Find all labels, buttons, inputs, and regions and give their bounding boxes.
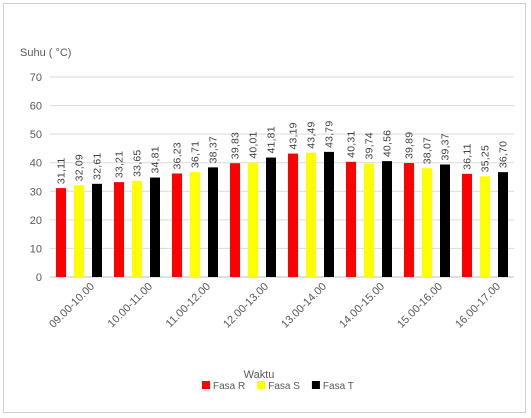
data-label: 43,49 — [306, 121, 318, 148]
bar-fasa-s — [480, 176, 490, 277]
y-tick-label: 70 — [30, 72, 42, 84]
y-tick-label: 30 — [30, 186, 42, 198]
data-label: 40,01 — [248, 131, 260, 158]
data-label: 32,61 — [92, 153, 104, 180]
data-label: 33,21 — [114, 151, 126, 178]
bar-fasa-s — [364, 163, 374, 277]
bar-fasa-s — [248, 162, 258, 277]
data-label: 41,81 — [266, 126, 278, 153]
data-label: 40,31 — [346, 131, 358, 158]
bar-fasa-t — [150, 177, 160, 277]
bar-fasa-t — [266, 157, 276, 277]
data-label: 39,74 — [364, 132, 376, 159]
y-axis-title: Suhu ( °C) — [20, 47, 71, 59]
legend-swatch — [257, 381, 266, 389]
x-tick-label: 10.00-11.00 — [106, 281, 155, 330]
bar-fasa-s — [306, 152, 316, 277]
y-tick-label: 60 — [30, 101, 42, 113]
data-label: 38,37 — [208, 136, 220, 163]
chart-frame: 0 10 20 30 40 50 60 70 31,11 32,09 32,61 33,21 33,6… — [3, 3, 526, 413]
data-labels: 31,11 32,09 32,61 33,21 33,65 34,81 36,23 36,71… — [56, 121, 510, 185]
data-label: 36,71 — [190, 141, 202, 168]
bar-fasa-t — [324, 151, 334, 277]
y-tick-label: 10 — [30, 243, 42, 255]
data-label: 31,11 — [56, 158, 68, 185]
x-tick-label: 11.00-12.00 — [164, 281, 213, 330]
y-tick-label: 0 — [36, 272, 42, 284]
data-label: 39,89 — [404, 132, 416, 159]
bar-fasa-s — [74, 185, 84, 277]
bar-fasa-s — [422, 168, 432, 277]
x-tick-label: 16.00-17.00 — [453, 281, 503, 331]
data-label: 32,09 — [74, 154, 86, 181]
data-label: 43,79 — [324, 121, 336, 148]
bar-fasa-r — [462, 173, 472, 277]
gridlines — [50, 76, 514, 278]
data-label: 43,19 — [288, 122, 300, 149]
bar-fasa-s — [132, 180, 142, 277]
bar-fasa-r — [288, 153, 298, 277]
data-label: 34,81 — [150, 146, 162, 173]
bar-fasa-r — [404, 163, 414, 277]
x-tick-label: 12.00-13.00 — [221, 281, 271, 331]
data-label: 39,37 — [440, 133, 452, 160]
x-tick-label: 13.00-14.00 — [279, 281, 329, 331]
legend-label: Fasa T — [323, 381, 354, 392]
bar-fasa-s — [190, 172, 200, 277]
bar-fasa-r — [56, 188, 66, 277]
bar-fasa-r — [114, 182, 124, 277]
legend-label: Fasa R — [213, 381, 245, 392]
legend: Fasa R Fasa S Fasa T — [202, 381, 354, 392]
x-axis-ticks: 09.00-10.00 10.00-11.00 11.00-12.00 12.00-1… — [47, 281, 503, 331]
x-tick-label: 09.00-10.00 — [47, 281, 97, 331]
bar-fasa-t — [208, 167, 218, 277]
bar-fasa-r — [346, 161, 356, 277]
x-axis-title: Waktu — [244, 369, 275, 381]
legend-label: Fasa S — [268, 381, 300, 392]
bar-fasa-t — [382, 161, 392, 277]
bar-fasa-r — [172, 173, 182, 277]
x-tick-label: 14.00-15.00 — [337, 281, 387, 331]
legend-swatch — [202, 381, 210, 389]
y-tick-label: 40 — [30, 158, 42, 170]
data-label: 35,25 — [480, 145, 492, 172]
data-label: 40,56 — [382, 130, 394, 157]
data-label: 33,65 — [132, 150, 144, 177]
data-label: 39,83 — [230, 132, 242, 159]
bar-chart: 0 10 20 30 40 50 60 70 31,11 32,09 32,61 33,21 33,6… — [20, 47, 514, 392]
bar-fasa-t — [498, 172, 508, 277]
x-tick-label: 15.00-16.00 — [395, 281, 445, 331]
bar-fasa-t — [440, 164, 450, 277]
data-label: 36,23 — [172, 142, 184, 169]
y-tick-label: 50 — [30, 129, 42, 141]
bar-fasa-t — [92, 183, 102, 277]
bar-fasa-r — [230, 163, 240, 277]
data-label: 36,11 — [462, 143, 474, 170]
legend-swatch — [311, 381, 320, 389]
y-tick-label: 20 — [30, 215, 42, 227]
y-axis-ticks: 0 10 20 30 40 50 60 70 — [30, 72, 42, 284]
data-label: 38,07 — [422, 137, 434, 164]
data-label: 36,70 — [498, 141, 510, 168]
bars — [56, 151, 508, 277]
